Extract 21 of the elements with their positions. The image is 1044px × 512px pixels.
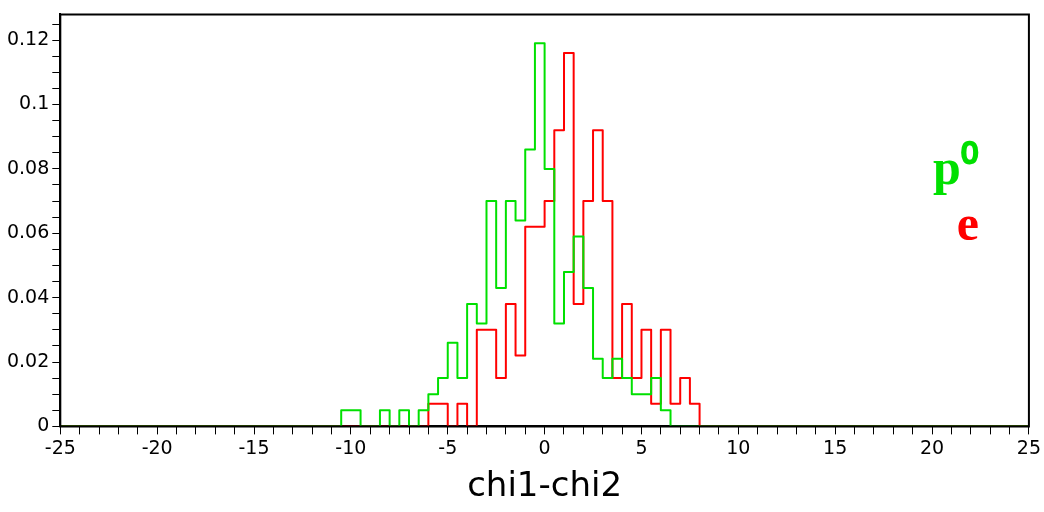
y-tick-label: 0.02	[6, 348, 50, 371]
x-tick-label: 0	[538, 435, 551, 458]
x-tick-label: 15	[823, 435, 848, 458]
x-tick-label: 20	[919, 435, 945, 458]
x-tick-label: 25	[1016, 435, 1042, 458]
x-tick-label: -5	[438, 435, 458, 458]
y-tick-label: 0.12	[6, 27, 50, 50]
y-tick-label: 0.08	[6, 155, 50, 178]
text: p⁰	[933, 139, 979, 196]
y-tick-label: 0.06	[6, 220, 50, 243]
y-tick-label: 0.1	[19, 91, 50, 114]
x-axis-title: chi1-chi2	[467, 464, 623, 505]
x-tick-label: -25	[44, 435, 76, 458]
x-tick-label: -15	[238, 435, 270, 458]
x-tick-label: -10	[335, 435, 367, 458]
text: e	[956, 195, 979, 252]
x-tick-label: -20	[141, 435, 173, 458]
x-tick-label: 5	[635, 435, 648, 458]
y-tick-label: 0.04	[6, 284, 50, 307]
x-tick-label: 10	[726, 435, 751, 458]
y-tick-label: 0	[37, 413, 50, 436]
